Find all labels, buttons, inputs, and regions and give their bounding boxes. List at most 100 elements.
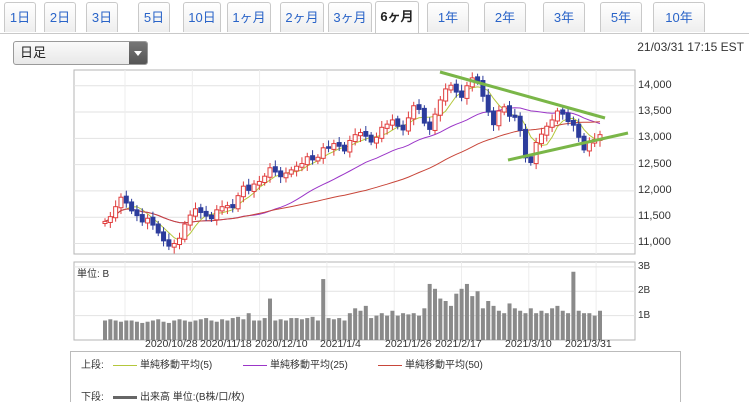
- candle-body: [357, 132, 363, 137]
- volume-bar: [299, 319, 304, 340]
- candle-body: [294, 165, 300, 172]
- legend-label-ma25: 単純移動平均(25): [270, 360, 348, 371]
- volume-bar: [438, 298, 443, 340]
- volume-bar: [598, 310, 602, 340]
- candle-body: [262, 175, 268, 184]
- tab-12[interactable]: 5年: [600, 2, 642, 32]
- volume-bar: [289, 318, 294, 340]
- tab-11[interactable]: 3年: [543, 2, 585, 32]
- legend-swatch-ma50: [378, 364, 402, 366]
- candle-body: [299, 163, 305, 168]
- candle-body: [171, 242, 177, 248]
- candle-body: [240, 185, 246, 198]
- volume-bar: [140, 322, 145, 340]
- date-tick-label: 2021/1/4: [320, 338, 361, 350]
- candle-body: [538, 133, 544, 145]
- legend-item-ma50: 単純移動平均(50): [376, 356, 483, 371]
- candle-body: [342, 144, 348, 152]
- candle-body: [214, 209, 220, 221]
- upper-trendline: [439, 70, 606, 120]
- candle-body: [177, 237, 183, 246]
- volume-bar: [198, 319, 203, 340]
- volume-bar: [443, 301, 448, 340]
- volume-bar: [145, 321, 150, 340]
- volume-bar: [305, 318, 310, 340]
- candle-body: [251, 183, 257, 192]
- period-tab-bar: 1日 2日 3日 5日 10日 1ヶ月 2ヶ月 3ヶ月 6ヶ月 1年 2年 3年 5年 10年: [0, 0, 749, 34]
- volume-bar: [353, 308, 358, 340]
- price-tick-label: 11,500: [638, 210, 671, 223]
- lower-trendline: [507, 131, 629, 162]
- candle-body: [203, 210, 209, 217]
- volume-bar: [496, 310, 501, 340]
- candle-body: [283, 172, 289, 179]
- legend-swatch-volume: [113, 395, 137, 399]
- volume-bar: [230, 318, 235, 340]
- volume-bar: [422, 308, 427, 340]
- volume-tick-label: 2B: [638, 285, 651, 297]
- volume-tick-label: 3B: [638, 260, 651, 272]
- volume-bar: [150, 320, 155, 340]
- volume-bar: [486, 301, 491, 340]
- period-type-select[interactable]: 日足: [13, 41, 148, 65]
- candle-body: [507, 105, 513, 117]
- candle-body: [272, 166, 278, 173]
- candle-body: [496, 110, 502, 127]
- candle-body: [246, 184, 252, 191]
- volume-bar: [411, 313, 416, 340]
- volume-bar: [113, 320, 118, 340]
- candle-body: [139, 214, 145, 223]
- tab-8[interactable]: 6ヶ月: [375, 1, 419, 33]
- volume-bar: [283, 320, 288, 340]
- tab-13[interactable]: 10年: [653, 2, 705, 32]
- candle-body: [570, 119, 576, 126]
- volume-bar: [401, 313, 406, 340]
- volume-bar: [204, 318, 209, 340]
- volume-bar: [257, 320, 262, 340]
- volume-bar: [262, 318, 267, 340]
- tab-3[interactable]: 5日: [138, 2, 170, 32]
- tab-2[interactable]: 3日: [86, 2, 118, 32]
- volume-bar: [395, 315, 400, 340]
- tab-9[interactable]: 1年: [427, 2, 469, 32]
- price-tick-label: 13,000: [638, 131, 672, 144]
- tab-6[interactable]: 2ヶ月: [280, 2, 324, 32]
- candle-body: [336, 142, 342, 147]
- tab-10[interactable]: 2年: [484, 2, 526, 32]
- volume-bar: [182, 320, 187, 340]
- price-tick-label: 11,000: [638, 236, 671, 249]
- volume-bar: [331, 319, 336, 340]
- candle-body: [102, 220, 108, 225]
- volume-bar: [315, 320, 320, 340]
- volume-bar: [118, 321, 123, 340]
- candle-body: [480, 80, 486, 97]
- candle-body: [123, 195, 129, 204]
- volume-bar: [177, 319, 182, 340]
- candle-body: [134, 209, 140, 217]
- volume-bar: [124, 320, 129, 340]
- volume-bar: [433, 288, 437, 340]
- volume-bar: [225, 320, 230, 340]
- volume-bar: [406, 314, 411, 340]
- tab-7[interactable]: 3ヶ月: [328, 2, 372, 32]
- chevron-down-icon[interactable]: [129, 42, 147, 64]
- tab-4[interactable]: 10日: [183, 2, 221, 32]
- volume-bar: [512, 308, 517, 340]
- tab-1[interactable]: 2日: [44, 2, 76, 32]
- volume-bar: [464, 283, 469, 340]
- volume-bar: [172, 320, 177, 340]
- candle-body: [560, 109, 566, 115]
- tab-0[interactable]: 1日: [4, 2, 36, 32]
- price-tick-label: 14,000: [638, 78, 672, 91]
- tab-5[interactable]: 1ヶ月: [227, 2, 271, 32]
- volume-bar: [129, 320, 134, 340]
- date-tick-label: 2020/10/28: [145, 338, 198, 350]
- volume-bar: [502, 313, 507, 340]
- volume-bar: [193, 320, 198, 340]
- candle-body: [443, 88, 449, 102]
- legend-label-ma50: 単純移動平均(50): [405, 360, 483, 371]
- candle-body: [528, 156, 534, 164]
- candle-body: [161, 231, 167, 242]
- candle-body: [310, 155, 316, 161]
- candle-body: [288, 169, 294, 175]
